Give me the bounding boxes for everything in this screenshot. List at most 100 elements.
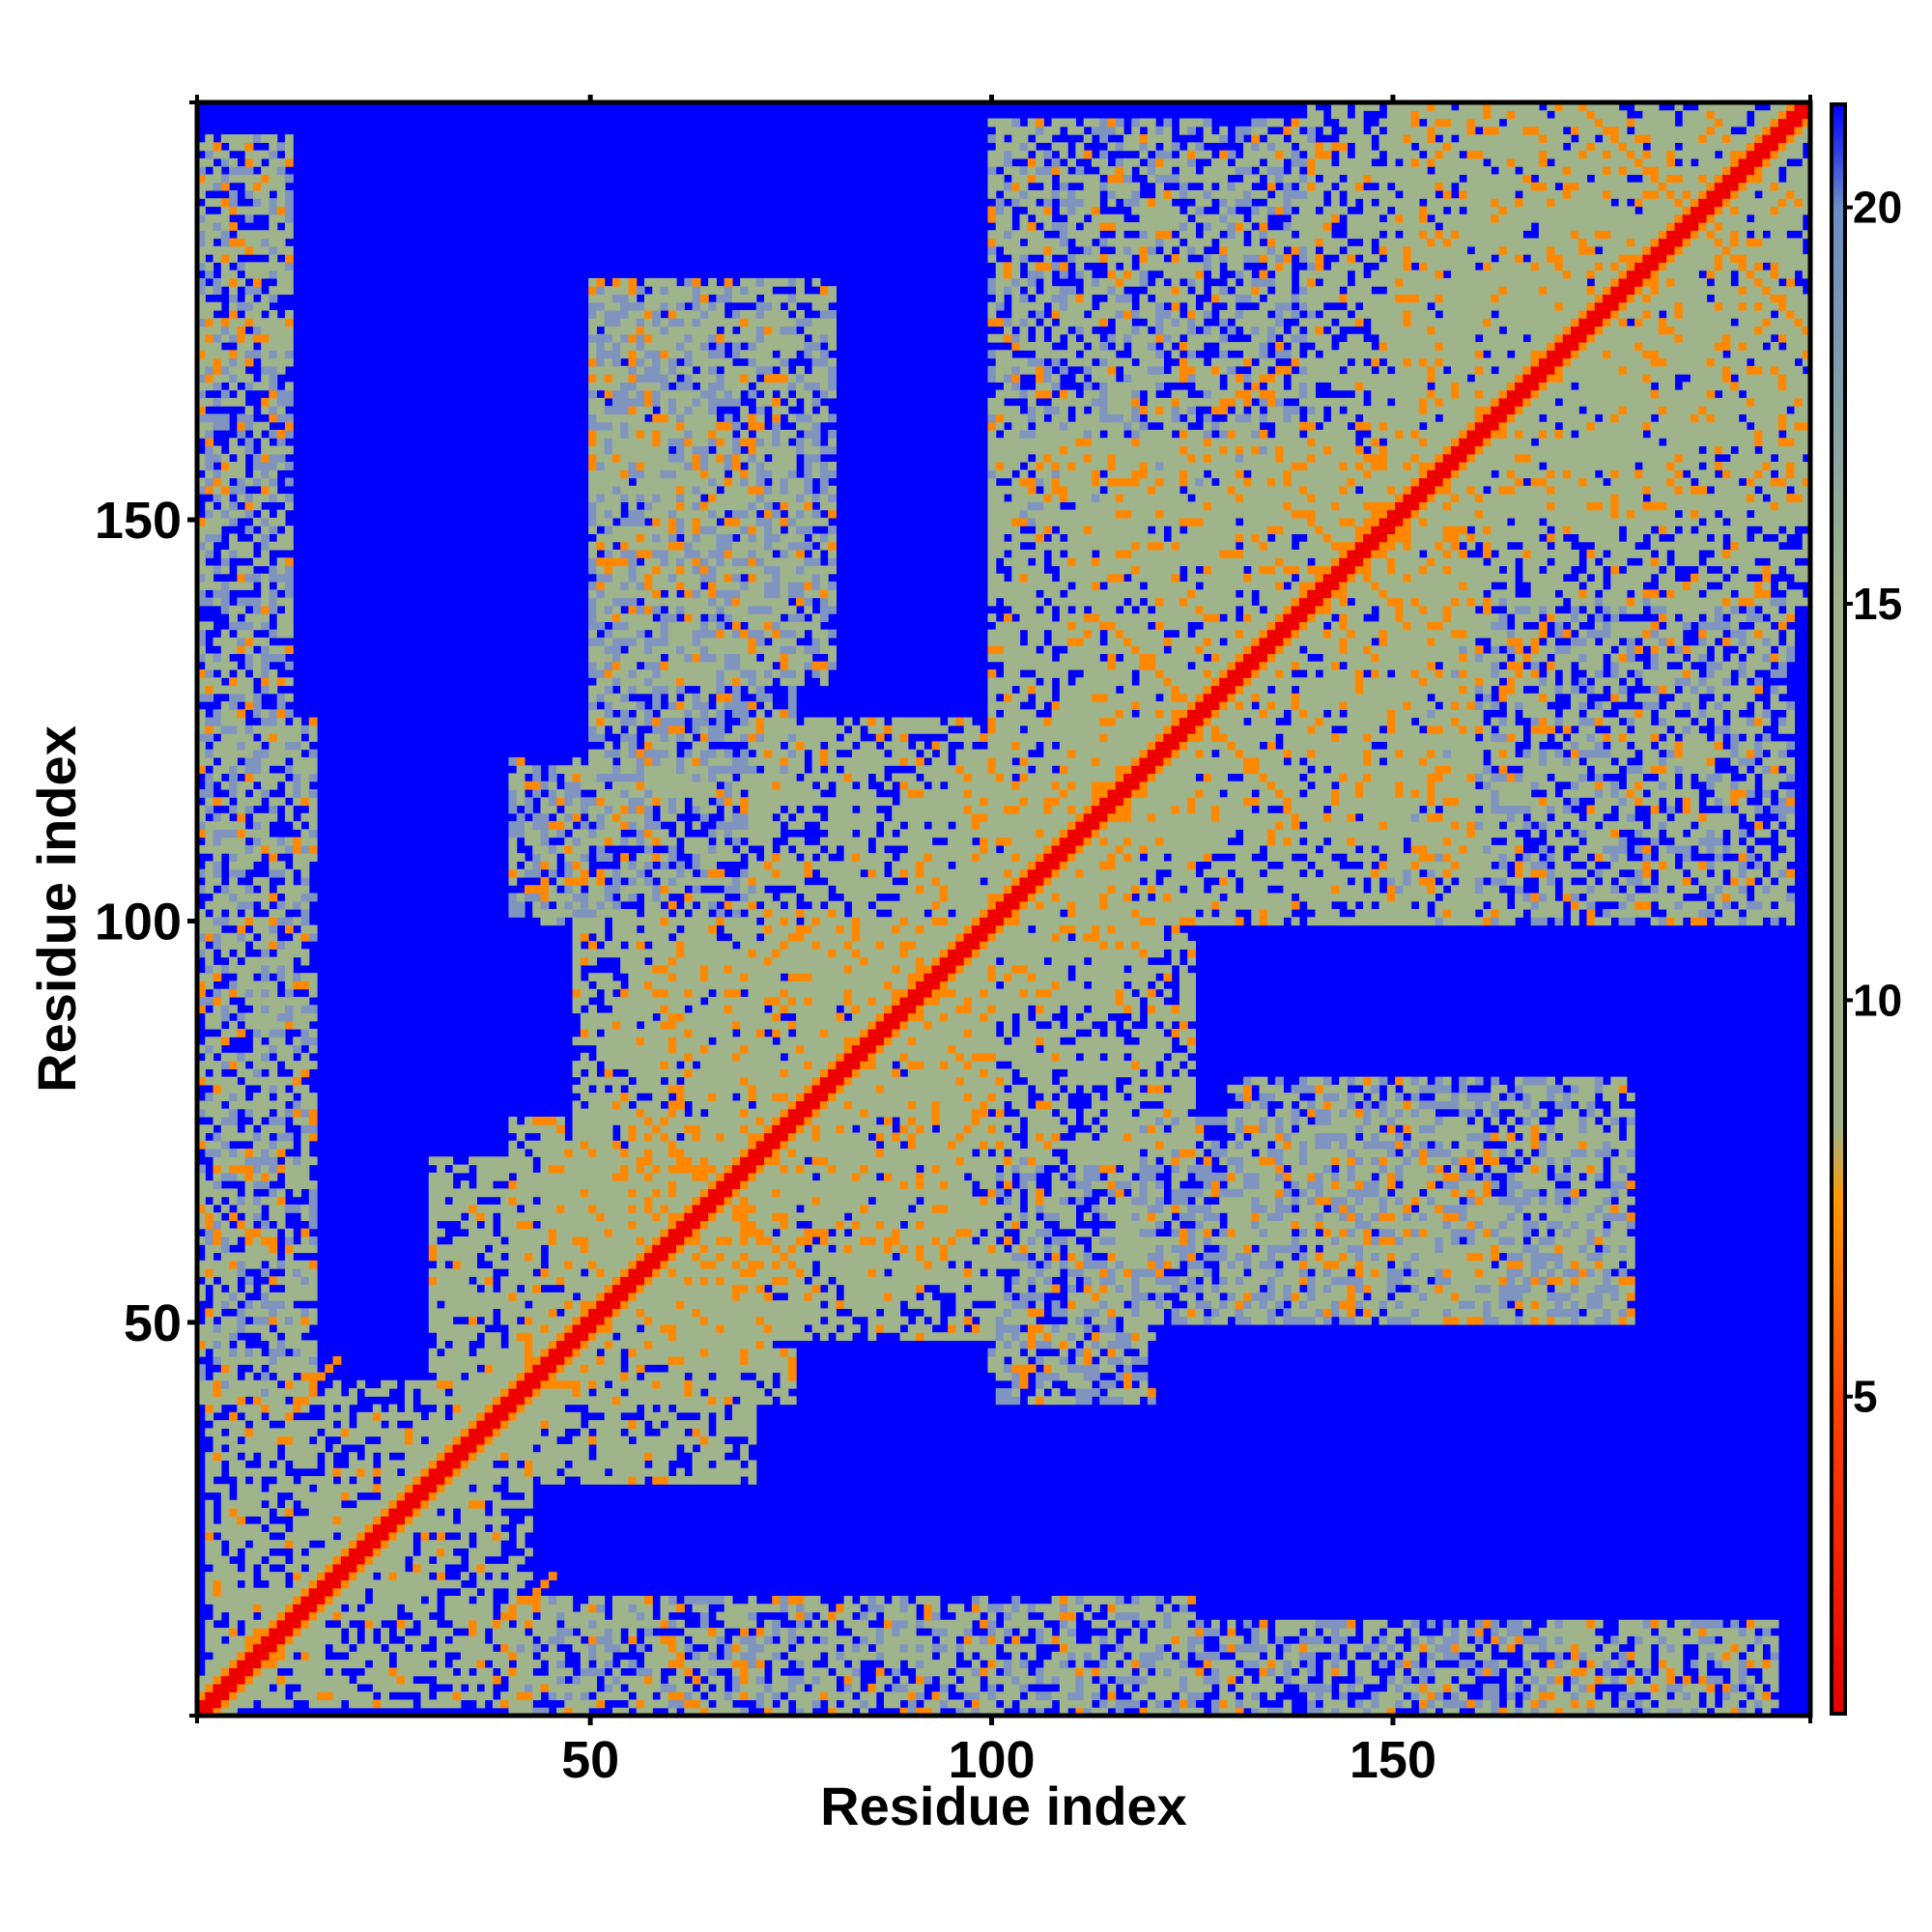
heatmap-cell [293, 1604, 302, 1613]
heatmap-cell [340, 1579, 350, 1589]
heatmap-cell [540, 1172, 550, 1181]
heatmap-cell [588, 1076, 597, 1086]
heatmap-cell [276, 573, 286, 582]
heatmap-cell [276, 174, 286, 184]
heatmap-cell [300, 1460, 310, 1469]
heatmap-cell [261, 238, 270, 247]
heatmap-cell [197, 1292, 206, 1301]
heatmap-cell [460, 1332, 469, 1342]
heatmap-cell [611, 1707, 621, 1717]
heatmap-cell [604, 1156, 613, 1166]
heatmap-cell [276, 406, 286, 415]
heatmap-cell [469, 1308, 477, 1318]
heatmap-cell [643, 301, 653, 311]
heatmap-cell [276, 445, 286, 455]
heatmap-cell [620, 1643, 630, 1653]
heatmap-cell [556, 1420, 565, 1429]
heatmap-cell [276, 861, 286, 870]
heatmap-cell [572, 1411, 582, 1421]
heatmap-cell [652, 1172, 662, 1181]
heatmap-cell [197, 462, 206, 470]
heatmap-cell [580, 1643, 589, 1653]
heatmap-cell [469, 1228, 477, 1237]
heatmap-cell [388, 1555, 398, 1565]
heatmap-cell [261, 1691, 270, 1701]
heatmap-cell [205, 844, 214, 854]
heatmap-cell [524, 1372, 533, 1381]
heatmap-cell [220, 1660, 230, 1668]
heatmap-cell [580, 900, 589, 910]
heatmap-cell [611, 885, 621, 895]
heatmap-cell [412, 1523, 422, 1533]
heatmap-cell [293, 1428, 302, 1437]
heatmap-cell [284, 1316, 294, 1325]
heatmap-cell [325, 1404, 334, 1413]
heatmap-cell [628, 589, 638, 599]
heatmap-cell [220, 134, 230, 143]
heatmap-cell [524, 1172, 533, 1181]
heatmap-cell [269, 709, 278, 719]
heatmap-cell [652, 941, 662, 950]
heatmap-cell [596, 1651, 606, 1661]
heatmap-cell [652, 821, 662, 830]
heatmap-cell [620, 494, 630, 502]
heatmap-cell [325, 1364, 334, 1374]
heatmap-cell [388, 1420, 398, 1429]
heatmap-cell [628, 1140, 638, 1150]
heatmap-cell [244, 573, 254, 582]
heatmap-cell [652, 1204, 662, 1213]
heatmap-cell [611, 1683, 621, 1692]
heatmap-cell [611, 876, 621, 886]
heatmap-cell [197, 733, 206, 742]
heatmap-cell [261, 1084, 270, 1094]
heatmap-cell [420, 1660, 430, 1668]
heatmap-cell [452, 1204, 462, 1213]
heatmap-cell [596, 805, 606, 814]
heatmap-cell [428, 1252, 438, 1262]
heatmap-cell [564, 1236, 574, 1245]
heatmap-cell [205, 413, 214, 423]
heatmap-cell [229, 1516, 238, 1525]
heatmap-cell [276, 1604, 286, 1613]
heatmap-cell [237, 1228, 246, 1237]
heatmap-cell [364, 1619, 374, 1629]
heatmap-cell [476, 1492, 486, 1501]
heatmap-cell [300, 1284, 310, 1293]
heatmap-cell [476, 1660, 486, 1668]
heatmap-cell [643, 797, 653, 807]
heatmap-cell [532, 773, 542, 782]
heatmap-cell [269, 333, 278, 343]
heatmap-cell [308, 1379, 318, 1389]
heatmap-cell [317, 1548, 326, 1557]
heatmap-cell [652, 1388, 662, 1397]
heatmap-cell [620, 485, 630, 495]
heatmap-cell [596, 1443, 606, 1453]
heatmap-cell [484, 1428, 494, 1437]
heatmap-cell [293, 1316, 302, 1325]
heatmap-cell [276, 749, 286, 758]
heatmap-cell [532, 1124, 542, 1134]
heatmap-cell [213, 773, 222, 782]
heatmap-cell [508, 1244, 518, 1254]
heatmap-cell [556, 1172, 565, 1181]
heatmap-cell [220, 326, 230, 335]
heatmap-cell [229, 964, 238, 974]
heatmap-cell [580, 1372, 589, 1381]
heatmap-cell [261, 549, 270, 558]
heatmap-cell [524, 1516, 533, 1525]
heatmap-cell [508, 1651, 518, 1661]
heatmap-cell [220, 1492, 230, 1501]
heatmap-cell [548, 1300, 557, 1309]
heatmap-cell [611, 1435, 621, 1445]
heatmap-cell [604, 565, 613, 575]
heatmap-cell [620, 1396, 630, 1406]
heatmap-cell [276, 1052, 286, 1062]
heatmap-cell [596, 812, 606, 822]
heatmap-cell [611, 1084, 621, 1094]
heatmap-cell [372, 1540, 382, 1548]
heatmap-cell [205, 1540, 214, 1548]
heatmap-cell [611, 1076, 621, 1086]
heatmap-cell [620, 932, 630, 942]
heatmap-cell [596, 1260, 606, 1269]
heatmap-cell [604, 949, 613, 958]
